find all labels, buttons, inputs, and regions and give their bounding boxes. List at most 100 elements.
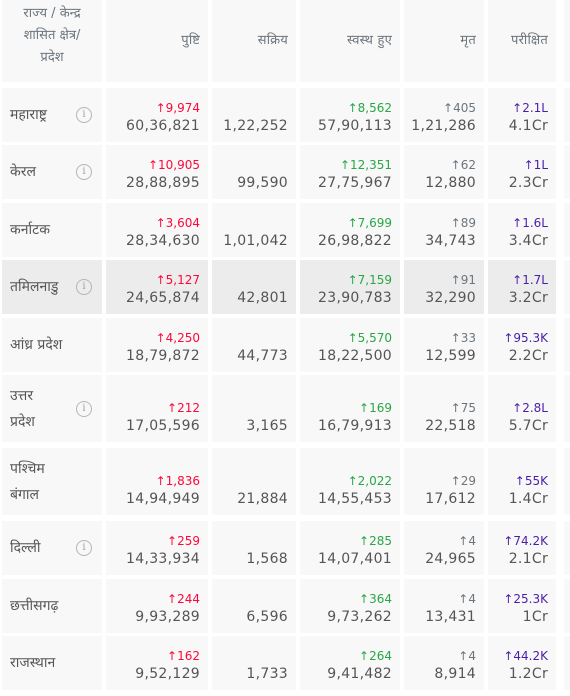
active-total: 3,165 [246,418,288,434]
header-confirmed[interactable]: पुष्टि [106,0,208,82]
deceased-delta: ↑29 [450,474,476,488]
tested-delta: ↑44.2K [503,649,548,663]
header-state[interactable]: राज्य / केन्द्र शासित क्षेत्र/ प्रदेश [2,0,102,82]
cell-confirmed: ↑212 17,05,596 [106,375,208,442]
table-row[interactable]: दिल्ली i ↑259 14,33,934 1,568 ↑285 14,07,401 ↑4… [2,521,564,575]
active-total: 1,568 [246,551,288,567]
recovered-total: 26,98,822 [318,233,392,249]
confirmed-delta: ↑9,974 [155,101,200,115]
header-tested[interactable]: परीक्षित [488,0,556,82]
confirmed-total: 28,34,630 [126,233,200,249]
header-recovered-label: स्वस्थ हुए [346,33,392,48]
info-icon[interactable]: i [76,164,92,180]
cell-tested: ↑1L 2.3Cr [488,145,556,199]
cell-state[interactable]: दिल्ली i [2,521,102,575]
deceased-total: 32,290 [425,290,476,306]
info-icon[interactable]: i [76,107,92,123]
cell-recovered: ↑364 9,73,262 [300,579,400,633]
header-state-line: प्रदेश [40,50,64,65]
cell-recovered: ↑285 14,07,401 [300,521,400,575]
cell-tested: ↑95.3K 2.2Cr [488,318,556,372]
active-total: 44,773 [237,348,288,364]
active-total: 6,596 [246,609,288,625]
active-total: 21,884 [237,491,288,507]
confirmed-total: 14,33,934 [126,551,200,567]
table-row[interactable]: आंध्र प्रदेश ↑4,250 18,79,872 44,773 ↑5,570 1… [2,318,564,372]
cell-deceased: ↑4 24,965 [404,521,484,575]
tested-total: 2.1Cr [508,551,548,567]
table-row[interactable]: छत्तीसगढ़ ↑244 9,93,289 6,596 ↑364 9,73,262 ↑4… [2,579,564,633]
table-row[interactable]: कर्नाटक ↑3,604 28,34,630 1,01,042 ↑7,699 26,9… [2,203,564,257]
cell-state[interactable]: कर्नाटक [2,203,102,257]
cell-confirmed: ↑244 9,93,289 [106,579,208,633]
deceased-delta: ↑4 [458,534,476,548]
cell-confirmed: ↑5,127 24,65,874 [106,260,208,314]
cell-confirmed: ↑4,250 18,79,872 [106,318,208,372]
header-recovered[interactable]: स्वस्थ हुए [300,0,400,82]
confirmed-delta: ↑212 [167,401,200,415]
confirmed-total: 9,52,129 [135,666,200,682]
info-icon[interactable]: i [76,401,92,417]
next-column-cell [564,521,570,575]
confirmed-delta: ↑3,604 [155,216,200,230]
cell-state[interactable]: राजस्थान [2,636,102,690]
cell-state[interactable]: पश्चिम बंगाल [2,448,102,515]
tested-delta: ↑1.6L [512,216,548,230]
deceased-total: 12,880 [425,175,476,191]
recovered-total: 14,07,401 [318,551,392,567]
table-row[interactable]: महाराष्ट्र i ↑9,974 60,36,821 1,22,252 ↑8,562… [2,88,564,142]
info-icon[interactable]: i [76,540,92,556]
cell-active: 1,568 [212,521,296,575]
cell-deceased: ↑62 12,880 [404,145,484,199]
cell-deceased: ↑4 13,431 [404,579,484,633]
info-icon[interactable]: i [76,279,92,295]
cell-tested: ↑44.2K 1.2Cr [488,636,556,690]
cell-recovered: ↑7,159 23,90,783 [300,260,400,314]
header-active[interactable]: सक्रिय [212,0,296,82]
confirmed-total: 60,36,821 [126,118,200,134]
cell-active: 1,22,252 [212,88,296,142]
table-row[interactable]: केरल i ↑10,905 28,88,895 99,590 ↑12,351 27,75,… [2,145,564,199]
deceased-total: 34,743 [425,233,476,249]
cell-state[interactable]: छत्तीसगढ़ [2,579,102,633]
cell-state[interactable]: आंध्र प्रदेश [2,318,102,372]
cell-state[interactable]: उत्तर प्रदेश i [2,375,102,442]
state-name: प्रदेश [10,414,35,430]
deceased-delta: ↑91 [450,273,476,287]
confirmed-total: 17,05,596 [126,418,200,434]
cell-confirmed: ↑259 14,33,934 [106,521,208,575]
active-total: 99,590 [237,175,288,191]
cell-state[interactable]: तमिलनाडु i [2,260,102,314]
table-row[interactable]: तमिलनाडु i ↑5,127 24,65,874 42,801 ↑7,159 23,9… [2,260,564,314]
cell-state[interactable]: महाराष्ट्र i [2,88,102,142]
tested-total: 1.2Cr [508,666,548,682]
tested-delta: ↑2.1L [512,101,548,115]
header-deceased[interactable]: मृत [404,0,484,82]
cell-recovered: ↑12,351 27,75,967 [300,145,400,199]
cell-active: 99,590 [212,145,296,199]
state-name: आंध्र प्रदेश [10,337,63,353]
state-name: बंगाल [10,487,39,503]
cell-state[interactable]: केरल i [2,145,102,199]
recovered-delta: ↑7,159 [347,273,392,287]
recovered-delta: ↑12,351 [339,158,392,172]
state-name: दिल्ली [10,540,41,556]
cell-confirmed: ↑162 9,52,129 [106,636,208,690]
table-row[interactable]: राजस्थान ↑162 9,52,129 1,733 ↑264 9,41,482 ↑4 8… [2,636,564,690]
cell-recovered: ↑7,699 26,98,822 [300,203,400,257]
state-name: पश्चिम [10,461,45,477]
recovered-total: 9,73,262 [327,609,392,625]
recovered-delta: ↑5,570 [347,331,392,345]
tested-total: 2.3Cr [508,175,548,191]
active-total: 42,801 [237,290,288,306]
recovered-delta: ↑285 [359,534,392,548]
header-deceased-label: मृत [460,33,476,48]
cell-deceased: ↑29 17,612 [404,448,484,515]
table-row[interactable]: उत्तर प्रदेश i ↑212 17,05,596 3,165 ↑169 16,79,… [2,375,564,442]
deceased-delta: ↑62 [450,158,476,172]
cell-confirmed: ↑1,836 14,94,949 [106,448,208,515]
cell-recovered: ↑264 9,41,482 [300,636,400,690]
table-row[interactable]: पश्चिम बंगाल ↑1,836 14,94,949 21,884 ↑2,022 14… [2,448,564,515]
state-name: केरल [10,164,36,180]
active-total: 1,22,252 [223,118,288,134]
